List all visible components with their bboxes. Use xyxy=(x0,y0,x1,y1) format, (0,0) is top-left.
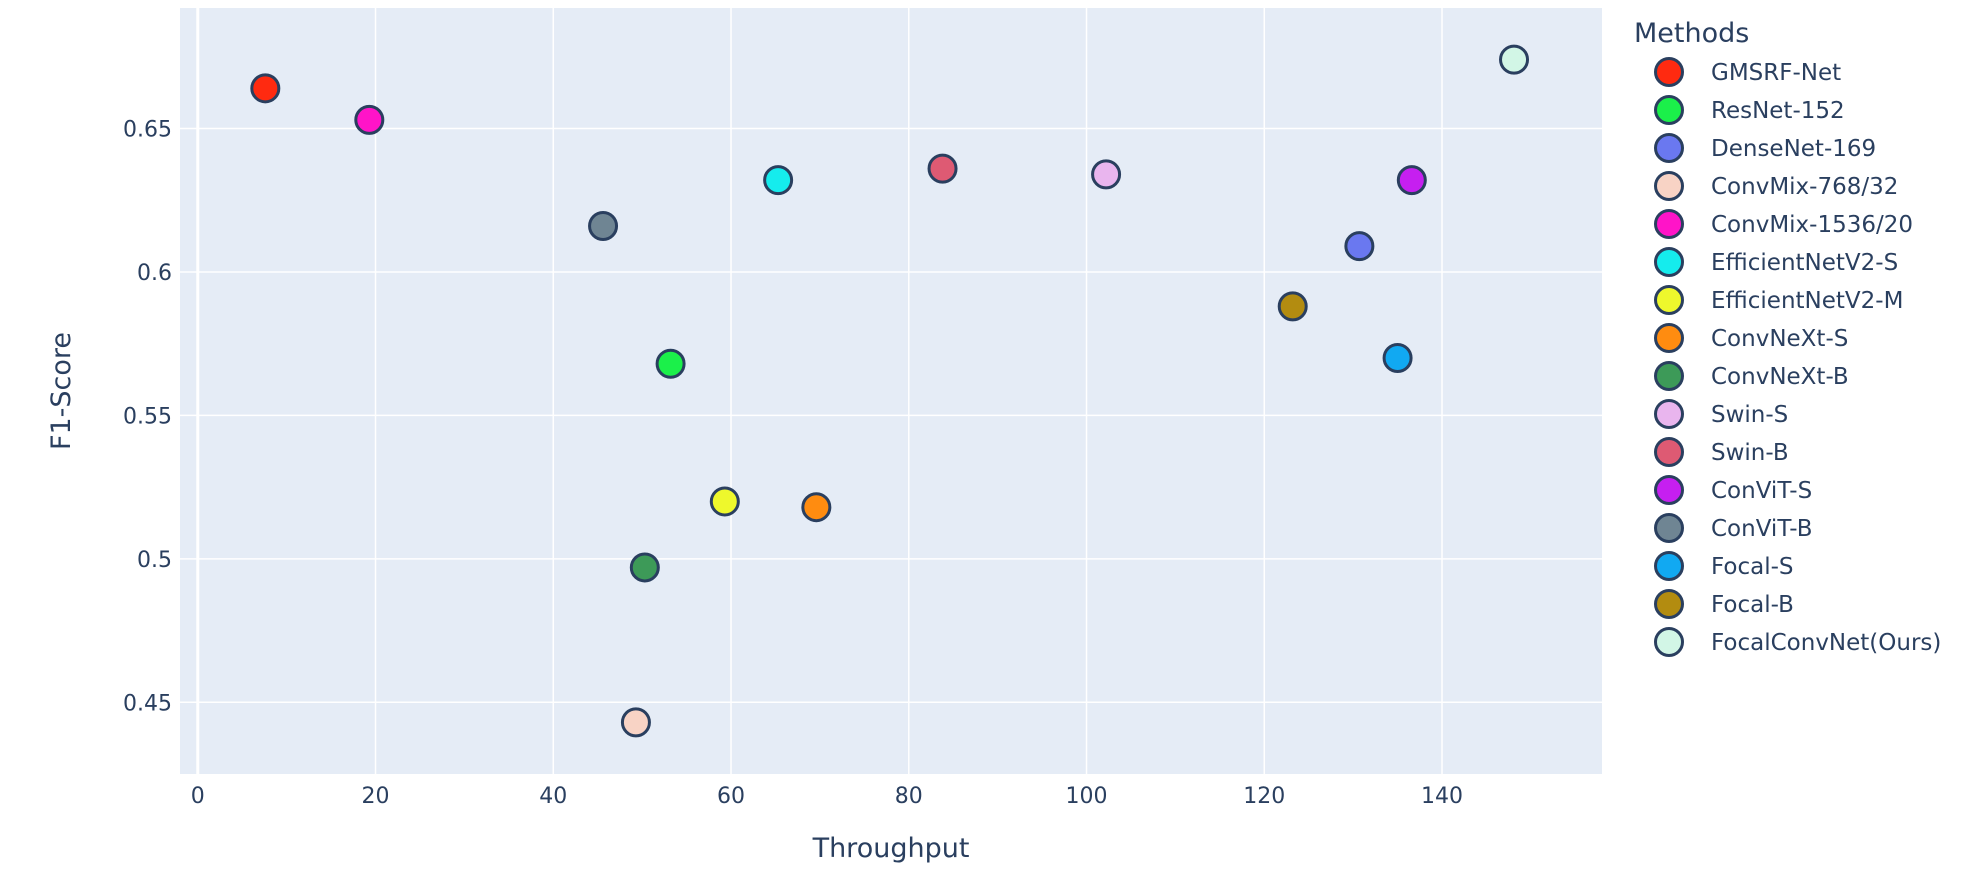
data-point xyxy=(250,73,281,104)
legend-swatch xyxy=(1654,551,1684,581)
legend-swatch xyxy=(1654,133,1684,163)
data-point xyxy=(763,165,794,196)
legend-label: Focal-S xyxy=(1711,554,1794,580)
x-axis-ticks: 0 20 40 60 80 100 120 140 xyxy=(191,784,1463,809)
data-point xyxy=(1382,343,1413,374)
y-tick-label: 0.6 xyxy=(137,261,172,286)
legend-label: Swin-B xyxy=(1711,440,1789,466)
data-point xyxy=(1277,291,1308,322)
x-tick-label: 120 xyxy=(1243,784,1285,809)
x-tick-label: 140 xyxy=(1421,784,1463,809)
data-point xyxy=(709,486,740,517)
data-point xyxy=(629,552,660,583)
x-tick-label: 80 xyxy=(895,784,923,809)
legend-swatch xyxy=(1654,323,1684,353)
legend-item[interactable]: ResNet-152 xyxy=(1654,95,1845,125)
legend-swatch xyxy=(1654,589,1684,619)
legend-label: ResNet-152 xyxy=(1711,98,1845,124)
data-point xyxy=(801,492,832,523)
x-tick-label: 40 xyxy=(539,784,567,809)
data-point xyxy=(1499,44,1530,75)
legend-label: GMSRF-Net xyxy=(1711,60,1841,86)
grid-lines xyxy=(180,8,1602,774)
data-point xyxy=(1344,231,1375,262)
legend-swatch xyxy=(1654,247,1684,277)
x-tick-label: 0 xyxy=(191,784,205,809)
legend-label: DenseNet-169 xyxy=(1711,136,1876,162)
y-tick-label: 0.65 xyxy=(123,117,172,142)
plot-area xyxy=(180,8,1602,774)
data-point xyxy=(1091,159,1122,190)
data-point xyxy=(1396,165,1427,196)
x-tick-label: 60 xyxy=(717,784,745,809)
legend-label: EfficientNetV2-S xyxy=(1711,250,1898,276)
legend-title: Methods xyxy=(1634,18,1749,49)
legend-item[interactable]: Swin-S xyxy=(1654,399,1789,429)
legend-swatch xyxy=(1654,57,1684,87)
data-point xyxy=(588,211,619,242)
legend-label: EfficientNetV2-M xyxy=(1711,288,1903,314)
legend-label: Swin-S xyxy=(1711,402,1788,428)
legend-item[interactable]: EfficientNetV2-S xyxy=(1654,247,1899,277)
y-tick-label: 0.55 xyxy=(123,404,172,429)
legend-label: Focal-B xyxy=(1711,592,1794,618)
legend-label: ConvMix-1536/20 xyxy=(1711,212,1913,238)
legend-item[interactable]: ConViT-S xyxy=(1654,475,1813,505)
legend-item[interactable]: Focal-S xyxy=(1654,551,1794,581)
legend: Methods GMSRF-Net ResNet-152 DenseNet-169 C… xyxy=(1634,18,1942,657)
legend-item[interactable]: DenseNet-169 xyxy=(1654,133,1877,163)
data-point xyxy=(620,707,651,738)
legend-swatch xyxy=(1654,399,1684,429)
legend-label: ConvNeXt-B xyxy=(1711,364,1849,390)
data-point xyxy=(927,153,958,184)
legend-item[interactable]: ConvMix-768/32 xyxy=(1654,171,1899,201)
legend-item[interactable]: Swin-B xyxy=(1654,437,1789,467)
legend-swatch xyxy=(1654,285,1684,315)
data-point xyxy=(655,348,686,379)
legend-swatch xyxy=(1654,361,1684,391)
y-tick-label: 0.5 xyxy=(137,548,172,573)
legend-items: GMSRF-Net ResNet-152 DenseNet-169 ConvMix-7… xyxy=(1654,57,1942,657)
x-axis-title: Throughput xyxy=(812,833,970,864)
x-tick-label: 100 xyxy=(1066,784,1108,809)
legend-swatch xyxy=(1654,627,1684,657)
legend-label: ConViT-S xyxy=(1711,478,1812,504)
legend-item[interactable]: GMSRF-Net xyxy=(1654,57,1842,87)
legend-label: FocalConvNet(Ours) xyxy=(1711,630,1941,656)
legend-item[interactable]: Focal-B xyxy=(1654,589,1794,619)
data-point xyxy=(354,104,385,135)
legend-swatch xyxy=(1654,437,1684,467)
legend-swatch xyxy=(1654,171,1684,201)
legend-swatch xyxy=(1654,475,1684,505)
legend-swatch xyxy=(1654,209,1684,239)
legend-item[interactable]: ConvMix-1536/20 xyxy=(1654,209,1914,239)
data-points xyxy=(250,44,1530,738)
legend-item[interactable]: FocalConvNet(Ours) xyxy=(1654,627,1942,657)
legend-item[interactable]: ConvNeXt-B xyxy=(1654,361,1849,391)
legend-label: ConvMix-768/32 xyxy=(1711,174,1898,200)
x-tick-label: 20 xyxy=(362,784,390,809)
legend-label: ConvNeXt-S xyxy=(1711,326,1848,352)
legend-swatch xyxy=(1654,513,1684,543)
legend-label: ConViT-B xyxy=(1711,516,1813,542)
legend-item[interactable]: ConvNeXt-S xyxy=(1654,323,1849,353)
legend-item[interactable]: ConViT-B xyxy=(1654,513,1813,543)
legend-item[interactable]: EfficientNetV2-M xyxy=(1654,285,1904,315)
legend-swatch xyxy=(1654,95,1684,125)
y-axis-title: F1-Score xyxy=(46,332,77,450)
y-tick-label: 0.45 xyxy=(123,691,172,716)
y-axis-ticks: 0.45 0.5 0.55 0.6 0.65 xyxy=(123,117,172,716)
